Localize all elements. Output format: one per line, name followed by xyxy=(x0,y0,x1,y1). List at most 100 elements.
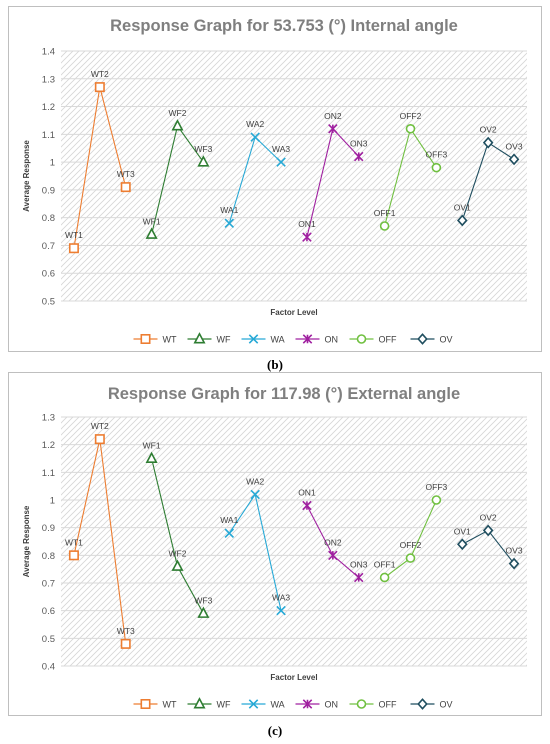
data-point xyxy=(94,82,105,93)
legend-entry: WA xyxy=(271,334,285,344)
legend-marker xyxy=(356,699,367,709)
y-tick-label: 1.4 xyxy=(42,47,55,58)
data-point xyxy=(171,119,184,131)
series-wa: WA1 WA2 WA3 xyxy=(220,119,290,228)
data-label: OFF1 xyxy=(374,208,396,218)
chart-svg-external-angle: Response Graph for 117.98 (°) External a… xyxy=(22,385,527,710)
plot-area xyxy=(61,51,527,301)
data-label: WT2 xyxy=(91,69,109,79)
y-axis-label: Average Response xyxy=(22,140,31,212)
y-axis-label: Average Response xyxy=(22,505,31,577)
data-label: WT3 xyxy=(117,626,135,636)
chart-title: Response Graph for 53.753 (°) Internal a… xyxy=(110,17,458,35)
legend: WT WF WA ON OFF OV xyxy=(133,697,453,710)
data-label: OV1 xyxy=(454,526,471,536)
y-tick-label: 0.6 xyxy=(42,606,55,617)
data-point xyxy=(145,227,158,239)
series-off: OFF1 OFF2 OFF3 xyxy=(374,482,448,583)
data-label: WA3 xyxy=(272,593,290,603)
data-point xyxy=(224,528,235,538)
legend: WT WF WA ON OFF OV xyxy=(133,332,453,345)
data-label: WA1 xyxy=(220,205,238,215)
data-label: WA1 xyxy=(220,515,238,525)
data-point xyxy=(250,132,260,142)
data-point xyxy=(405,553,416,563)
data-label: WF1 xyxy=(143,441,161,451)
legend-entry: WF xyxy=(217,699,231,709)
data-label: ON3 xyxy=(350,139,368,149)
legend-entry: WF xyxy=(217,334,231,344)
y-tick-label: 1.2 xyxy=(42,440,55,451)
legend-marker xyxy=(356,334,367,344)
series-ov: OV1 OV2 OV3 xyxy=(454,125,523,227)
data-label: OV3 xyxy=(506,141,523,151)
series-ov: OV1 OV2 OV3 xyxy=(454,512,523,570)
data-point xyxy=(328,550,338,561)
legend-entry: OV xyxy=(440,334,453,344)
legend-entry: OFF xyxy=(379,334,397,344)
legend-marker xyxy=(248,334,259,344)
data-label: WF3 xyxy=(194,144,212,154)
data-label: ON1 xyxy=(298,488,316,498)
y-tick-label: 1 xyxy=(50,496,55,507)
legend-entry: WT xyxy=(163,699,177,709)
data-label: WA2 xyxy=(246,476,264,486)
data-label: WF1 xyxy=(143,216,161,226)
y-tick-label: 0.4 xyxy=(42,662,55,673)
data-point xyxy=(431,162,442,173)
series-off: OFF1 OFF2 OFF3 xyxy=(374,111,448,231)
data-point xyxy=(145,451,158,463)
y-tick-label: 0.9 xyxy=(42,523,55,534)
data-label: OFF2 xyxy=(400,111,422,121)
data-label: WA2 xyxy=(246,119,264,129)
data-label: WF2 xyxy=(169,108,187,118)
data-point xyxy=(508,557,520,570)
data-label: OFF3 xyxy=(426,150,448,160)
legend-entry: OV xyxy=(440,699,453,709)
data-point xyxy=(328,124,338,134)
series-wf: WF1 WF2 WF3 xyxy=(143,108,213,239)
data-label: ON2 xyxy=(324,537,342,547)
data-point xyxy=(353,572,364,583)
data-label: OV2 xyxy=(480,512,497,522)
data-point xyxy=(276,605,286,616)
legend-marker xyxy=(302,699,313,709)
legend-marker xyxy=(193,697,206,709)
data-point xyxy=(379,572,390,583)
y-tick-label: 0.8 xyxy=(42,213,55,224)
data-point xyxy=(457,538,468,551)
legend-marker xyxy=(248,699,259,709)
data-label: WF3 xyxy=(194,595,212,605)
data-label: WT1 xyxy=(65,537,83,547)
y-tick-label: 1 xyxy=(50,158,55,169)
data-label: WT1 xyxy=(65,230,83,240)
data-point xyxy=(482,524,494,537)
x-axis-label: Factor Level xyxy=(270,308,317,317)
legend-entry: ON xyxy=(325,334,339,344)
y-tick-label: 0.5 xyxy=(42,297,55,308)
data-label: WT2 xyxy=(91,421,109,431)
data-label: ON1 xyxy=(298,219,316,229)
y-tick-label: 1.1 xyxy=(42,130,55,141)
series-wf: WF1 WF2 WF3 xyxy=(143,441,213,618)
data-point xyxy=(405,123,416,134)
data-label: OFF3 xyxy=(426,482,448,492)
legend-entry: WA xyxy=(271,699,285,709)
data-point xyxy=(68,243,79,254)
y-tick-label: 1.2 xyxy=(42,102,55,113)
figure-caption: (c) xyxy=(267,723,283,738)
data-label: OV2 xyxy=(480,125,497,135)
data-point xyxy=(431,495,442,505)
series-on: ON1 ON2 ON3 xyxy=(298,488,368,583)
series-wt: WT1 WT2 WT3 xyxy=(65,421,135,649)
data-label: OV3 xyxy=(506,546,523,556)
data-point xyxy=(224,218,235,228)
data-point xyxy=(508,153,520,166)
y-tick-label: 1.1 xyxy=(42,468,55,479)
data-point xyxy=(94,434,105,445)
legend-entry: WT xyxy=(163,334,177,344)
data-point xyxy=(197,606,210,618)
data-point xyxy=(197,155,210,167)
data-point xyxy=(353,151,364,162)
y-tick-label: 0.7 xyxy=(42,579,55,590)
